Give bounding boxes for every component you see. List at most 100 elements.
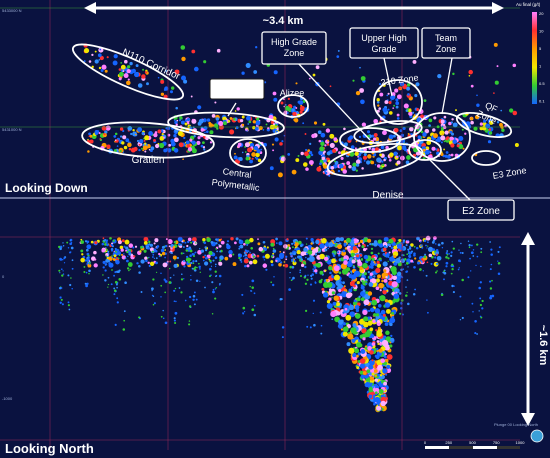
- drill-intercept: [342, 311, 345, 314]
- drill-intercept: [247, 147, 253, 153]
- drill-intercept: [491, 279, 493, 282]
- drill-intercept: [497, 261, 501, 265]
- drill-intercept: [274, 124, 278, 127]
- drill-intercept: [66, 241, 69, 244]
- drill-intercept: [383, 247, 387, 252]
- drill-intercept: [485, 123, 491, 129]
- drill-intercept: [181, 273, 183, 275]
- drill-intercept: [153, 302, 156, 305]
- drill-intercept: [312, 299, 316, 302]
- drill-intercept: [83, 271, 86, 273]
- drill-intercept: [86, 242, 88, 244]
- drill-intercept: [436, 270, 438, 272]
- drill-intercept: [216, 48, 221, 53]
- drill-intercept: [305, 252, 309, 255]
- drill-intercept: [183, 278, 185, 280]
- drill-intercept: [60, 287, 63, 289]
- drill-intercept: [428, 118, 433, 123]
- drill-intercept: [378, 282, 384, 289]
- drill-intercept: [87, 257, 90, 261]
- drill-intercept: [210, 241, 214, 244]
- drill-intercept: [272, 247, 275, 250]
- drill-intercept: [328, 174, 331, 177]
- drill-intercept: [432, 133, 439, 139]
- drill-intercept: [219, 282, 221, 285]
- drill-intercept: [206, 237, 211, 243]
- drill-intercept: [293, 260, 296, 263]
- 210-zone-outline: [373, 79, 423, 125]
- drill-intercept: [240, 260, 243, 263]
- drill-intercept: [104, 239, 107, 241]
- drill-intercept: [208, 250, 213, 256]
- drill-intercept: [479, 297, 482, 300]
- drill-intercept: [171, 86, 175, 90]
- drill-intercept: [461, 316, 464, 320]
- drill-intercept: [300, 275, 302, 277]
- drill-intercept: [138, 316, 141, 319]
- drill-intercept: [173, 263, 178, 268]
- drill-intercept: [216, 250, 218, 253]
- drill-intercept: [417, 141, 420, 144]
- drill-intercept: [104, 69, 108, 73]
- drill-intercept: [474, 114, 480, 120]
- drill-intercept: [330, 311, 337, 318]
- drill-intercept: [339, 237, 344, 242]
- drill-intercept: [467, 240, 470, 242]
- drill-intercept: [185, 255, 189, 259]
- drill-intercept: [190, 261, 193, 265]
- drill-intercept: [401, 247, 405, 250]
- drill-intercept: [295, 107, 298, 109]
- drill-intercept: [322, 172, 326, 175]
- drill-intercept: [363, 316, 369, 322]
- drill-intercept: [232, 253, 235, 256]
- drill-intercept: [347, 153, 351, 156]
- drill-intercept: [512, 110, 518, 116]
- drill-intercept: [329, 142, 335, 148]
- drill-intercept: [132, 246, 135, 249]
- drill-intercept: [206, 118, 211, 122]
- drill-intercept: [194, 251, 196, 254]
- drill-intercept: [434, 271, 438, 274]
- drill-intercept: [395, 291, 398, 294]
- drill-intercept: [395, 98, 399, 102]
- drill-intercept: [214, 270, 217, 273]
- drill-intercept: [173, 289, 176, 292]
- drill-intercept: [473, 126, 478, 131]
- drill-intercept: [107, 276, 110, 279]
- drill-intercept: [250, 118, 253, 121]
- drill-intercept: [170, 141, 176, 147]
- drill-intercept: [331, 258, 337, 264]
- drill-intercept: [192, 237, 197, 242]
- drill-intercept: [138, 143, 141, 146]
- compass-icon: Plunge 00 Looking North: [494, 422, 544, 443]
- drill-intercept: [294, 241, 299, 247]
- drill-intercept: [450, 143, 455, 148]
- drill-intercept: [359, 88, 365, 93]
- drill-intercept: [415, 246, 419, 250]
- label-alizee: Alizee: [280, 88, 305, 98]
- drill-intercept: [458, 249, 460, 251]
- drill-intercept: [350, 272, 353, 274]
- drill-intercept: [124, 281, 127, 285]
- drill-intercept: [496, 65, 499, 68]
- drill-intercept: [362, 155, 368, 160]
- drill-intercept: [376, 319, 381, 324]
- drill-intercept: [218, 243, 220, 246]
- drill-intercept: [278, 241, 283, 246]
- drill-intercept: [266, 246, 269, 249]
- drill-intercept: [443, 148, 446, 151]
- drill-intercept: [163, 136, 165, 139]
- drill-intercept: [208, 258, 211, 261]
- drill-intercept: [394, 127, 399, 133]
- drill-intercept: [370, 261, 375, 267]
- drill-intercept: [137, 127, 143, 133]
- drill-intercept: [186, 144, 191, 148]
- drill-intercept: [406, 253, 409, 256]
- drill-intercept: [319, 146, 325, 152]
- drill-intercept: [128, 147, 132, 151]
- drill-intercept: [161, 132, 164, 136]
- drill-intercept: [215, 242, 218, 245]
- drill-intercept: [241, 151, 244, 154]
